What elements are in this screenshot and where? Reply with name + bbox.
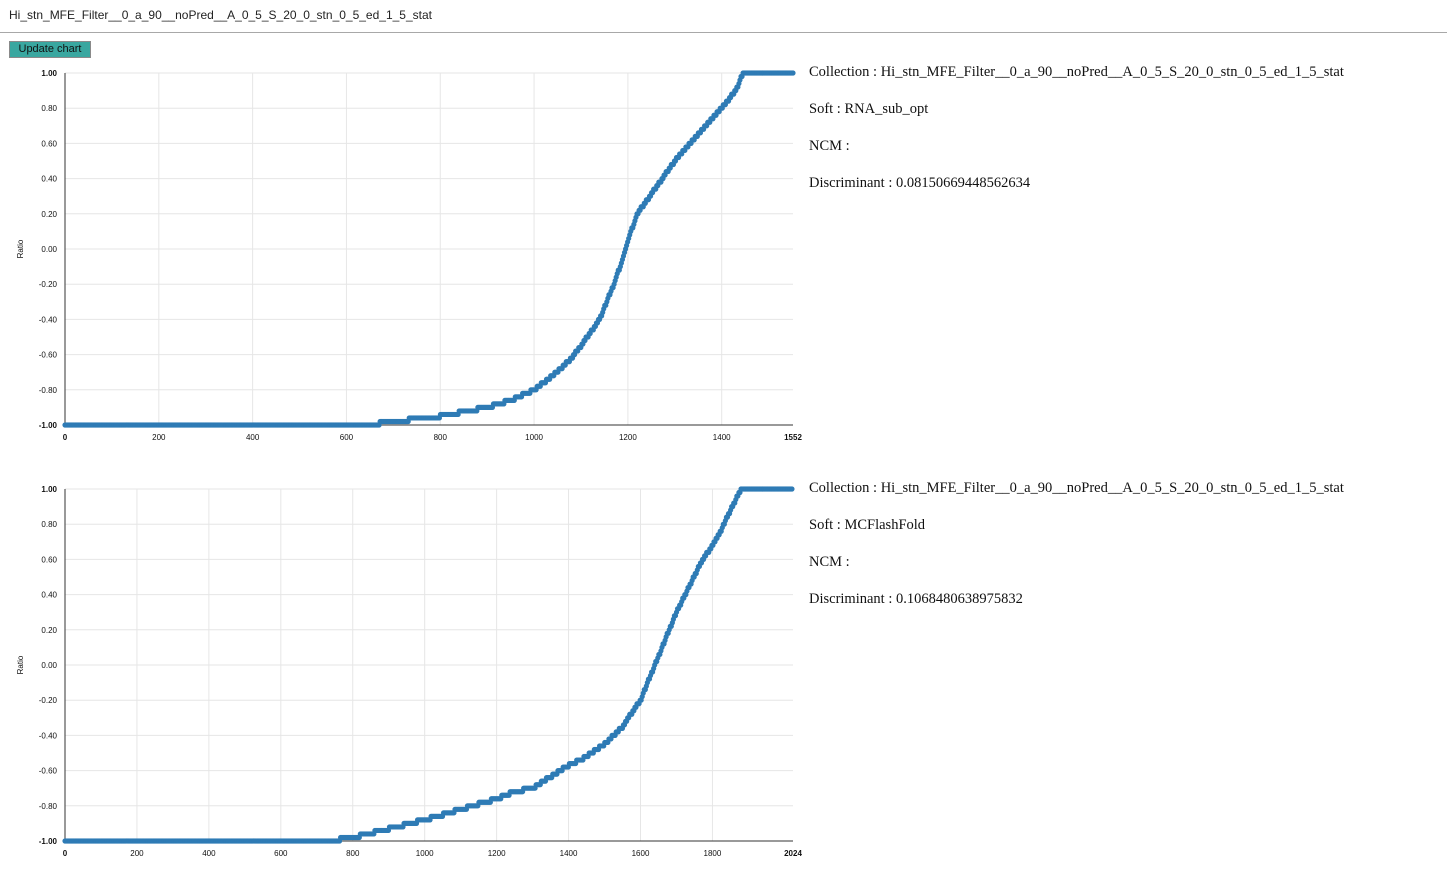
y-tick-label: 0.20 (41, 210, 57, 219)
y-tick-label: 0.20 (41, 626, 57, 635)
x-tick-label: 1000 (525, 433, 543, 442)
y-tick-label: 0.00 (41, 245, 57, 254)
axes: 1.00 0.80 0.60 0.40 0.20 0.00 -0.20 -0.40 -0.60 -… (16, 69, 802, 442)
y-tick-label: 0.40 (41, 591, 57, 600)
discriminant-value: 0.08150669448562634 (896, 175, 1031, 191)
header-divider (0, 32, 1447, 33)
x-tick-label: 400 (202, 849, 216, 858)
discriminant-line: Discriminant : 0.08150669448562634 (809, 174, 1344, 211)
x-tick-label: 1400 (560, 849, 578, 858)
x-tick-label: 800 (346, 849, 360, 858)
x-tick-label: 1200 (488, 849, 506, 858)
data-points (62, 486, 795, 844)
data-point (790, 70, 796, 76)
axes: 1.00 0.80 0.60 0.40 0.20 0.00 -0.20 -0.40 -0.60 -… (16, 485, 802, 858)
ncm-label: NCM : (809, 138, 850, 154)
soft-value: RNA_sub_opt (844, 101, 929, 117)
x-tick-label: 1400 (713, 433, 731, 442)
x-tick-label: 600 (274, 849, 288, 858)
x-tick-label: 200 (130, 849, 144, 858)
grid-lines (65, 488, 793, 842)
ncm-line: NCM : (809, 553, 1344, 590)
y-tick-label: 0.80 (41, 104, 57, 113)
soft-label: Soft : (809, 517, 845, 533)
chart-info-panel-2: Collection : Hi_stn_MFE_Filter__0_a_90__… (809, 479, 1344, 627)
x-tick-label: 2024 (784, 849, 802, 858)
x-tick-label: 1600 (632, 849, 650, 858)
y-tick-label: 0.60 (41, 555, 57, 564)
collection-line: Collection : Hi_stn_MFE_Filter__0_a_90__… (809, 63, 1344, 100)
y-tick-label: -0.60 (39, 767, 58, 776)
discriminant-label: Discriminant : (809, 591, 896, 607)
soft-value: MCFlashFold (844, 517, 926, 533)
x-tick-label: 400 (246, 433, 260, 442)
collection-line: Collection : Hi_stn_MFE_Filter__0_a_90__… (809, 479, 1344, 516)
soft-line: Soft : MCFlashFold (809, 516, 1344, 553)
x-tick-label: 0 (63, 433, 68, 442)
y-tick-label: 0.80 (41, 520, 57, 529)
y-tick-label: 0.40 (41, 175, 57, 184)
x-tick-label: 1200 (619, 433, 637, 442)
y-tick-label: 0.00 (41, 661, 57, 670)
ratio-scatter-chart-mcflashfold: 1.00 0.80 0.60 0.40 0.20 0.00 -0.20 -0.40 -0.60 -… (16, 485, 802, 858)
discriminant-label: Discriminant : (809, 175, 896, 191)
soft-line: Soft : RNA_sub_opt (809, 100, 1344, 137)
x-tick-label: 800 (434, 433, 448, 442)
update-chart-button[interactable]: Update chart (9, 41, 91, 58)
data-points (62, 70, 796, 428)
page-title: Hi_stn_MFE_Filter__0_a_90__noPred__A_0_5… (9, 8, 432, 22)
collection-value: Hi_stn_MFE_Filter__0_a_90__noPred__A_0_5… (880, 64, 1344, 80)
grid-lines (65, 72, 793, 426)
y-tick-label: -0.40 (39, 315, 58, 324)
collection-value: Hi_stn_MFE_Filter__0_a_90__noPred__A_0_5… (880, 480, 1344, 496)
discriminant-value: 0.1068480638975832 (896, 591, 1023, 607)
y-tick-label: -0.80 (39, 386, 58, 395)
soft-label: Soft : (809, 101, 845, 117)
x-tick-label: 0 (63, 849, 68, 858)
y-tick-label: -1.00 (39, 837, 58, 846)
ncm-label: NCM : (809, 554, 850, 570)
collection-label: Collection : (809, 480, 881, 496)
ncm-line: NCM : (809, 137, 1344, 174)
x-tick-label: 1552 (784, 433, 802, 442)
chart-info-panel-1: Collection : Hi_stn_MFE_Filter__0_a_90__… (809, 63, 1344, 211)
collection-label: Collection : (809, 64, 881, 80)
y-tick-label: -0.60 (39, 351, 58, 360)
y-tick-label: -0.80 (39, 802, 58, 811)
y-tick-label: -1.00 (39, 421, 58, 430)
y-axis-title: Ratio (16, 655, 25, 674)
data-point (789, 486, 795, 492)
y-tick-label: 0.60 (41, 139, 57, 148)
y-axis-title: Ratio (16, 239, 25, 258)
x-tick-label: 200 (152, 433, 166, 442)
y-tick-label: -0.20 (39, 280, 58, 289)
discriminant-line: Discriminant : 0.1068480638975832 (809, 590, 1344, 627)
y-tick-label: -0.20 (39, 696, 58, 705)
x-tick-label: 600 (340, 433, 354, 442)
y-tick-label: 1.00 (41, 485, 57, 494)
ratio-scatter-chart-rna-sub-opt: 1.00 0.80 0.60 0.40 0.20 0.00 -0.20 -0.40 -0.60 -… (16, 69, 802, 442)
y-tick-label: 1.00 (41, 69, 57, 78)
y-tick-label: -0.40 (39, 731, 58, 740)
x-tick-label: 1000 (416, 849, 434, 858)
x-tick-label: 1800 (704, 849, 722, 858)
